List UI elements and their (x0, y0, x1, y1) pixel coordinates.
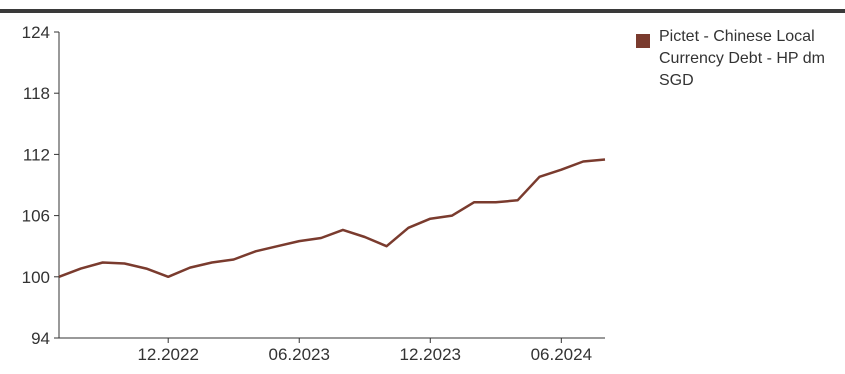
y-tick-label: 106 (22, 207, 50, 226)
y-tick-label: 100 (22, 268, 50, 287)
y-tick-label: 112 (23, 145, 50, 164)
legend-swatch (636, 34, 650, 48)
x-tick-label: 12.2023 (400, 345, 461, 364)
legend: Pictet - Chinese Local Currency Debt - H… (636, 26, 836, 92)
x-tick-label: 06.2023 (269, 345, 330, 364)
x-tick-label: 06.2024 (531, 345, 592, 364)
x-axis-ticks: 12.2022 06.2023 12.2023 06.2024 (137, 338, 592, 364)
y-axis-ticks: 94 100 106 112 118 124 (22, 23, 59, 348)
y-tick-label: 124 (22, 23, 50, 42)
y-tick-label: 118 (23, 84, 50, 103)
series-line (58, 158, 606, 279)
legend-label: Pictet - Chinese Local Currency Debt - H… (659, 28, 825, 89)
top-rule (0, 9, 845, 13)
series-layer (58, 158, 606, 279)
y-tick-label: 94 (31, 329, 50, 348)
x-tick-label: 12.2022 (137, 345, 198, 364)
